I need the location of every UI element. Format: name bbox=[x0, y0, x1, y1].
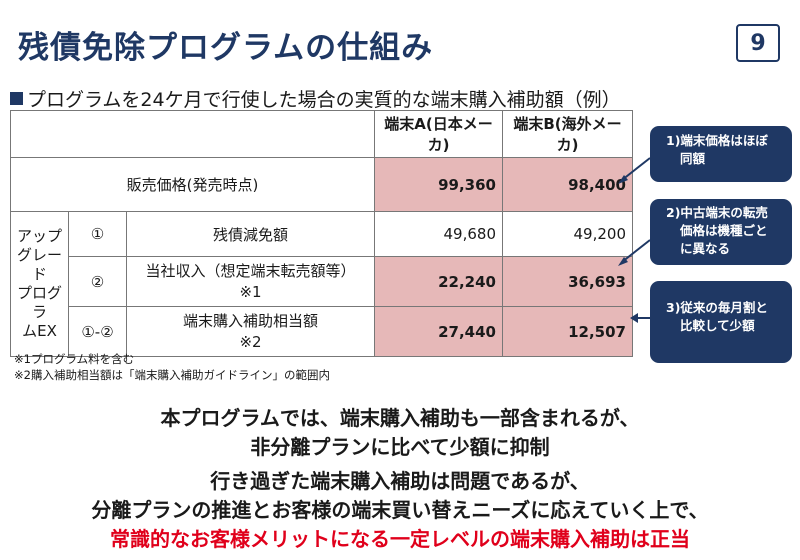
callout-line: 1)端末価格はほぼ bbox=[666, 133, 768, 148]
row-number: ② bbox=[68, 256, 127, 307]
callout-line: 同額 bbox=[680, 151, 706, 166]
group-label-line: グレード bbox=[16, 246, 62, 283]
row-value-a: 27,440 bbox=[374, 306, 503, 357]
sales-price-row: 販売価格(発売時点) 99,360 98,400 bbox=[10, 157, 633, 212]
table-header-row: 端末A(日本メーカ) 端末B(海外メーカ) bbox=[10, 110, 633, 158]
callout-line: に異なる bbox=[680, 241, 731, 256]
table-caption: プログラムを24ケ月で行使した場合の実質的な端末購入補助額（例） bbox=[10, 85, 621, 112]
footnote: ※1プログラム料を含む bbox=[14, 352, 135, 366]
callout-line: 2)中古端末の転売 bbox=[666, 205, 768, 220]
row-label-main: 当社収入（想定端末転売額等） bbox=[145, 261, 356, 280]
summary-line: 分離プランの推進とお客様の端末買い替えニーズに応えていく上で、 bbox=[91, 498, 709, 522]
group-label-line: アップ bbox=[16, 227, 62, 245]
page-title: 残債免除プログラムの仕組み bbox=[18, 30, 434, 66]
sales-price-b: 98,400 bbox=[502, 157, 633, 212]
subsidy-table: 端末A(日本メーカ) 端末B(海外メーカ) 販売価格(発売時点) 99,360 … bbox=[10, 110, 633, 357]
emphasis-line: 常識的なお客様メリットになる一定レベルの端末購入補助は正当 bbox=[110, 527, 690, 551]
sales-price-a: 99,360 bbox=[374, 157, 503, 212]
table-row: ② 当社収入（想定端末転売額等） ※1 22,240 36,693 bbox=[11, 256, 633, 307]
callout-line: 価格は機種ごと bbox=[680, 223, 768, 238]
group-label-line: プログラ bbox=[16, 284, 62, 321]
callout-line: 3)従来の毎月割と bbox=[666, 300, 768, 315]
row-number: ① bbox=[68, 211, 127, 257]
summary-line: 本プログラムでは、端末購入補助も一部含まれるが、 bbox=[160, 406, 640, 430]
row-label-main: 端末購入補助相当額 bbox=[182, 311, 318, 330]
callout-price-parity: 1)端末価格はほぼ 同額 bbox=[650, 126, 792, 182]
row-value-a: 49,680 bbox=[374, 211, 503, 257]
row-note-mark: ※1 bbox=[239, 282, 262, 301]
footnote: ※2購入補助相当額は「端末購入補助ガイドライン」の範囲内 bbox=[14, 368, 330, 382]
col-header-device-b: 端末B(海外メーカ) bbox=[502, 110, 633, 158]
sales-price-label: 販売価格(発売時点) bbox=[10, 157, 375, 212]
page-number-badge: 9 bbox=[736, 24, 780, 62]
row-label: 端末購入補助相当額 ※2 bbox=[126, 306, 375, 357]
col-header-device-a: 端末A(日本メーカ) bbox=[374, 110, 503, 158]
summary-line: 非分離プランに比べて少額に抑制 bbox=[250, 435, 550, 459]
blank-header-cell bbox=[10, 110, 375, 158]
table-caption-text: プログラムを24ケ月で行使した場合の実質的な端末購入補助額（例） bbox=[27, 89, 621, 111]
table-row: アップ グレード プログラ ムEX ① 残債減免額 49,680 49,200 bbox=[10, 211, 633, 357]
summary-line: 行き過ぎた端末購入補助は問題であるが、 bbox=[210, 469, 590, 493]
callout-resale-price: 2)中古端末の転売 価格は機種ごと に異なる bbox=[650, 199, 792, 265]
row-value-b: 36,693 bbox=[502, 256, 633, 307]
row-note-mark: ※2 bbox=[239, 332, 262, 351]
square-bullet-icon bbox=[10, 92, 23, 105]
row-value-a: 22,240 bbox=[374, 256, 503, 307]
row-label: 残債減免額 bbox=[126, 211, 375, 257]
group-label-line: ムEX bbox=[22, 322, 57, 340]
upgrade-program-label: アップ グレード プログラ ムEX bbox=[10, 211, 69, 357]
row-label: 当社収入（想定端末転売額等） ※1 bbox=[126, 256, 375, 307]
row-number: ①-② bbox=[68, 306, 127, 357]
callout-small-amount: 3)従来の毎月割と 比較して少額 bbox=[650, 281, 792, 363]
table-row: ①-② 端末購入補助相当額 ※2 27,440 12,507 bbox=[11, 306, 633, 357]
callout-line: 比較して少額 bbox=[680, 318, 755, 333]
row-value-b: 49,200 bbox=[502, 211, 633, 257]
row-value-b: 12,507 bbox=[502, 306, 633, 357]
